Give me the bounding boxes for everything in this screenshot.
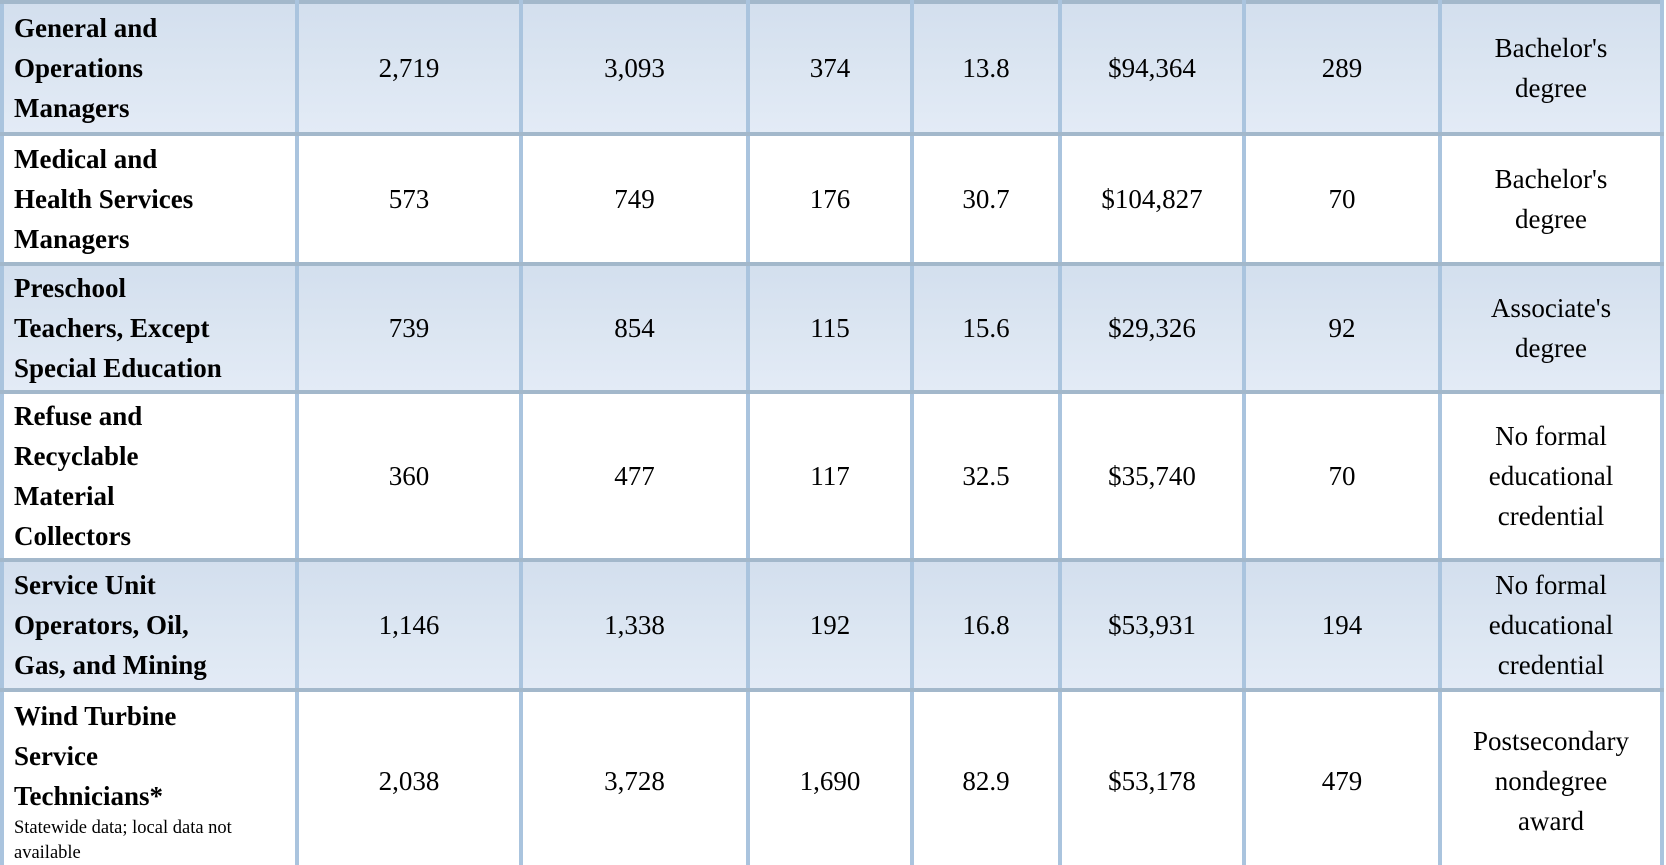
table-row: Service Unit Operators, Oil, Gas, and Mi… bbox=[0, 558, 1664, 692]
value-cell: 194 bbox=[1242, 558, 1442, 692]
value-cell: 3,093 bbox=[519, 0, 750, 136]
occupation-name: Wind Turbine Service Technicians* bbox=[14, 701, 177, 811]
value-cell: 70 bbox=[1242, 132, 1442, 266]
value-cell: 115 bbox=[746, 262, 914, 394]
occupation-cell: Preschool Teachers, Except Special Educa… bbox=[0, 262, 299, 394]
table-row: Refuse and Recyclable Material Collector… bbox=[0, 390, 1664, 562]
value-cell: $53,931 bbox=[1058, 558, 1246, 692]
value-cell: $53,178 bbox=[1058, 688, 1246, 865]
occupation-name: Refuse and Recyclable Material Collector… bbox=[14, 401, 143, 551]
education-cell: Associate's degree bbox=[1438, 262, 1664, 394]
occupation-cell: Medical and Health Services Managers bbox=[0, 132, 299, 266]
occupation-cell: General and Operations Managers bbox=[0, 0, 299, 136]
education-cell: Bachelor's degree bbox=[1438, 0, 1664, 136]
occupation-footnote: Statewide data; local data not available bbox=[14, 818, 232, 863]
value-cell: 477 bbox=[519, 390, 750, 562]
occupation-name: Medical and Health Services Managers bbox=[14, 144, 194, 254]
value-cell: 1,146 bbox=[295, 558, 523, 692]
value-cell: $94,364 bbox=[1058, 0, 1246, 136]
education-cell: No formal educational credential bbox=[1438, 558, 1664, 692]
table-row: Wind Turbine Service Technicians* Statew… bbox=[0, 688, 1664, 865]
table-row: Medical and Health Services Managers 573… bbox=[0, 132, 1664, 266]
value-cell: 374 bbox=[746, 0, 914, 136]
value-cell: 176 bbox=[746, 132, 914, 266]
value-cell: 2,038 bbox=[295, 688, 523, 865]
value-cell: $104,827 bbox=[1058, 132, 1246, 266]
value-cell: 3,728 bbox=[519, 688, 750, 865]
occupation-name: Preschool Teachers, Except Special Educa… bbox=[14, 273, 222, 383]
value-cell: 92 bbox=[1242, 262, 1442, 394]
value-cell: 192 bbox=[746, 558, 914, 692]
value-cell: 32.5 bbox=[910, 390, 1062, 562]
value-cell: 70 bbox=[1242, 390, 1442, 562]
table-row: Preschool Teachers, Except Special Educa… bbox=[0, 262, 1664, 394]
value-cell: $29,326 bbox=[1058, 262, 1246, 394]
education-cell: Postsecondary nondegree award bbox=[1438, 688, 1664, 865]
value-cell: 360 bbox=[295, 390, 523, 562]
value-cell: 16.8 bbox=[910, 558, 1062, 692]
occupation-cell: Wind Turbine Service Technicians* Statew… bbox=[0, 688, 299, 865]
education-cell: Bachelor's degree bbox=[1438, 132, 1664, 266]
value-cell: 289 bbox=[1242, 0, 1442, 136]
value-cell: 739 bbox=[295, 262, 523, 394]
value-cell: 30.7 bbox=[910, 132, 1062, 266]
table-row: General and Operations Managers 2,719 3,… bbox=[0, 0, 1664, 136]
value-cell: 749 bbox=[519, 132, 750, 266]
occupation-name: General and Operations Managers bbox=[14, 13, 158, 123]
value-cell: 13.8 bbox=[910, 0, 1062, 136]
value-cell: 82.9 bbox=[910, 688, 1062, 865]
value-cell: 479 bbox=[1242, 688, 1442, 865]
value-cell: 573 bbox=[295, 132, 523, 266]
value-cell: 15.6 bbox=[910, 262, 1062, 394]
value-cell: $35,740 bbox=[1058, 390, 1246, 562]
value-cell: 1,690 bbox=[746, 688, 914, 865]
occupation-name: Service Unit Operators, Oil, Gas, and Mi… bbox=[14, 570, 207, 680]
occupation-cell: Refuse and Recyclable Material Collector… bbox=[0, 390, 299, 562]
value-cell: 117 bbox=[746, 390, 914, 562]
value-cell: 2,719 bbox=[295, 0, 523, 136]
occupation-cell: Service Unit Operators, Oil, Gas, and Mi… bbox=[0, 558, 299, 692]
value-cell: 854 bbox=[519, 262, 750, 394]
value-cell: 1,338 bbox=[519, 558, 750, 692]
education-cell: No formal educational credential bbox=[1438, 390, 1664, 562]
